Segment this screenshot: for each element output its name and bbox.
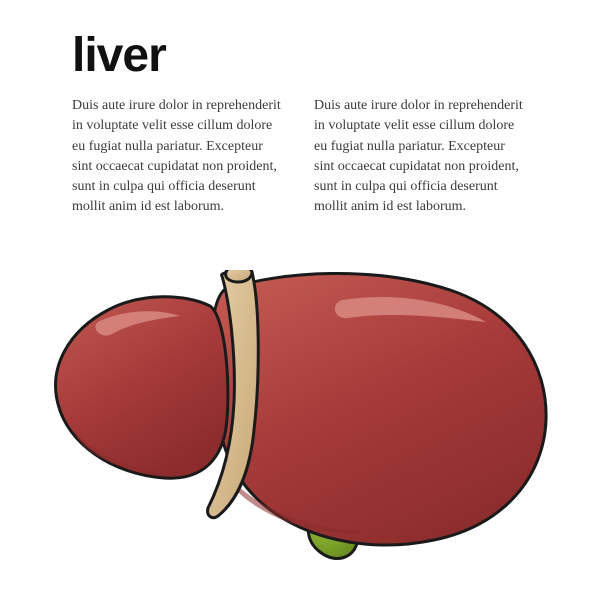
body-column-left: Duis aute irure dolor in reprehenderit i… bbox=[72, 96, 286, 218]
liver-illustration bbox=[46, 270, 554, 570]
body-columns: Duis aute irure dolor in reprehenderit i… bbox=[72, 96, 528, 218]
liver-right-lobe bbox=[212, 273, 546, 545]
liver-left-lobe bbox=[56, 297, 228, 478]
page: liver Duis aute irure dolor in reprehend… bbox=[0, 0, 600, 600]
page-title: liver bbox=[72, 28, 166, 83]
body-column-right: Duis aute irure dolor in reprehenderit i… bbox=[314, 96, 528, 218]
